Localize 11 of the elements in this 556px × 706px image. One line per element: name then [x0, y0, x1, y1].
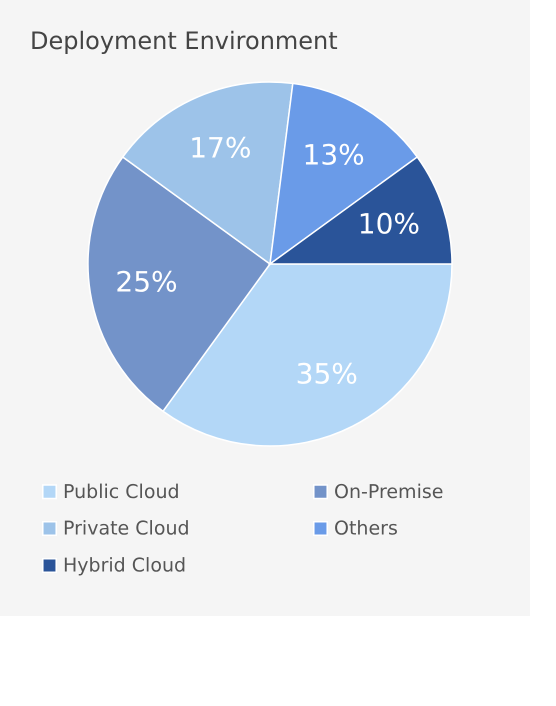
- data-label: 13%: [302, 138, 365, 172]
- legend-label: Others: [334, 518, 398, 540]
- data-label: 17%: [189, 131, 252, 164]
- chart-title: Deployment Environment: [30, 27, 338, 55]
- data-label: 10%: [358, 207, 420, 240]
- legend-label: Hybrid Cloud: [63, 554, 186, 576]
- legend-label: Private Cloud: [63, 518, 190, 540]
- data-label: 35%: [296, 357, 358, 390]
- legend-label: On-Premise: [334, 480, 444, 503]
- legend-label: Public Cloud: [63, 480, 180, 503]
- data-label: 25%: [115, 266, 178, 299]
